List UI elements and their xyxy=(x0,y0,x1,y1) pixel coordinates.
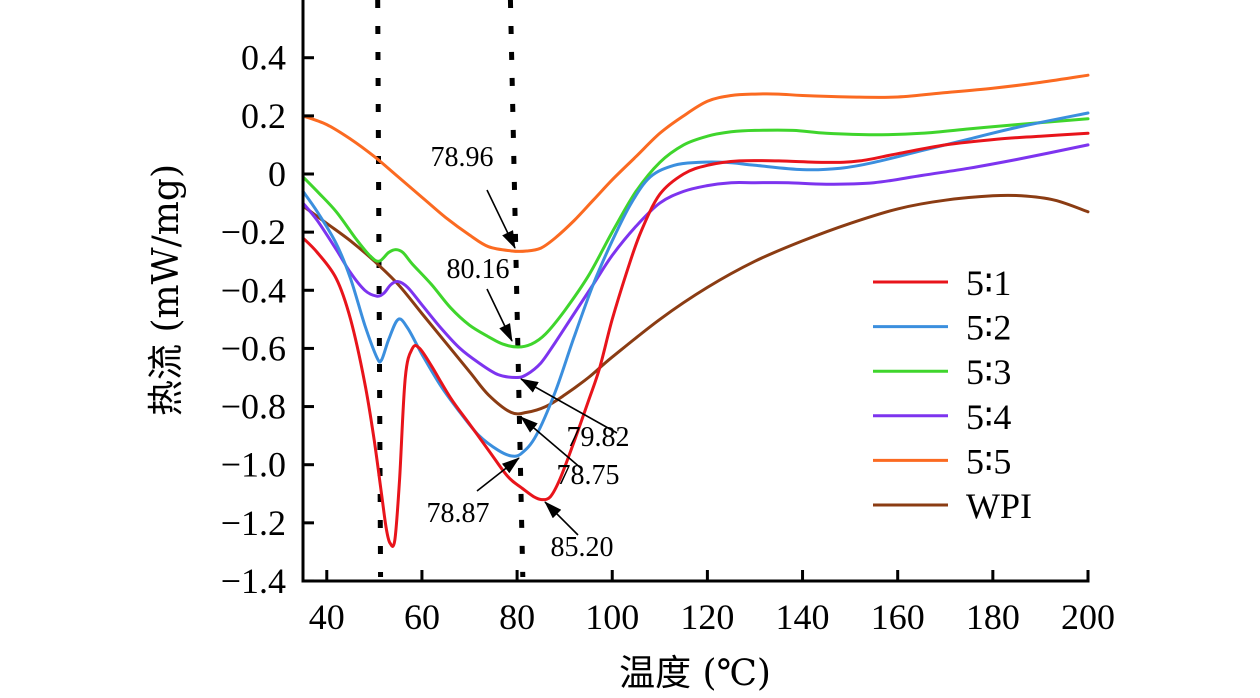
y-tick-label: 0.2 xyxy=(241,96,286,136)
y-axis-title: 热流 (mW/mg) xyxy=(146,164,187,416)
x-tick-label: 180 xyxy=(966,597,1020,637)
y-tick-label: −1.2 xyxy=(221,503,286,543)
x-tick-label: 120 xyxy=(680,597,734,637)
x-tick-label: 200 xyxy=(1061,597,1115,637)
annotation-arrow xyxy=(486,189,516,249)
legend-label: 5∶1 xyxy=(966,263,1011,303)
y-tick-label: 0 xyxy=(268,154,286,194)
legend-label: 5∶5 xyxy=(966,441,1011,481)
annotation-label: 80.16 xyxy=(447,254,510,285)
series-line-WPI xyxy=(301,193,1090,416)
y-tick-label: −1.0 xyxy=(221,445,286,485)
series-line-5-4 xyxy=(301,143,1090,379)
y-tick-label: −0.4 xyxy=(221,270,286,310)
annotation-arrow xyxy=(476,457,520,492)
y-ticks: 0.4 0.2 0 −0.2 −0.4 −0.6 −0.8 −1.0 −1.2 −1.4 xyxy=(221,38,314,601)
annotation-arrow xyxy=(486,288,513,342)
annotation-label: 79.82 xyxy=(567,422,630,453)
reference-lines xyxy=(375,0,526,578)
series-line-5-2 xyxy=(301,111,1090,458)
annotation-label: 78.87 xyxy=(427,498,490,529)
y-tick-label: 0.4 xyxy=(241,38,286,78)
legend-label: 5∶3 xyxy=(966,352,1011,392)
x-tick-label: 60 xyxy=(404,597,440,637)
dotted-reference-line xyxy=(375,0,384,578)
dotted-reference-line xyxy=(507,0,526,578)
x-axis-title: 温度 (℃) xyxy=(619,653,771,694)
x-tick-label: 100 xyxy=(585,597,639,637)
x-tick-label: 80 xyxy=(499,597,535,637)
annotation-arrow xyxy=(520,416,583,470)
legend: 5∶1 5∶25∶3 5∶45∶5 WPI xyxy=(873,263,1032,526)
series-line-5-5 xyxy=(301,73,1090,253)
y-tick-label: −0.8 xyxy=(221,387,286,427)
y-tick-label: −1.4 xyxy=(221,561,286,601)
annotation-label: 85.20 xyxy=(551,532,614,563)
y-tick-label: −0.6 xyxy=(221,328,286,368)
annotation-label: 78.75 xyxy=(557,460,620,491)
legend-label: 5∶2 xyxy=(966,308,1011,348)
x-tick-label: 40 xyxy=(309,597,345,637)
y-tick-label: −0.2 xyxy=(221,212,286,252)
annotation-arrow xyxy=(544,501,579,536)
legend-label: 5∶4 xyxy=(966,397,1011,437)
annotations: 78.96 80.16 79.82 78.75 78.87 85.20 xyxy=(427,142,630,563)
annotation-arrow xyxy=(520,378,618,434)
series-line-5-1 xyxy=(301,131,1090,548)
x-tick-label: 140 xyxy=(776,597,830,637)
series-line-5-3 xyxy=(301,117,1090,349)
x-tick-label: 160 xyxy=(871,597,925,637)
annotation-label: 78.96 xyxy=(431,142,494,173)
x-ticks: 40 60 80 100 120 140 160 180 200 xyxy=(309,570,1115,637)
legend-label: WPI xyxy=(966,486,1032,526)
series-lines xyxy=(301,73,1090,548)
